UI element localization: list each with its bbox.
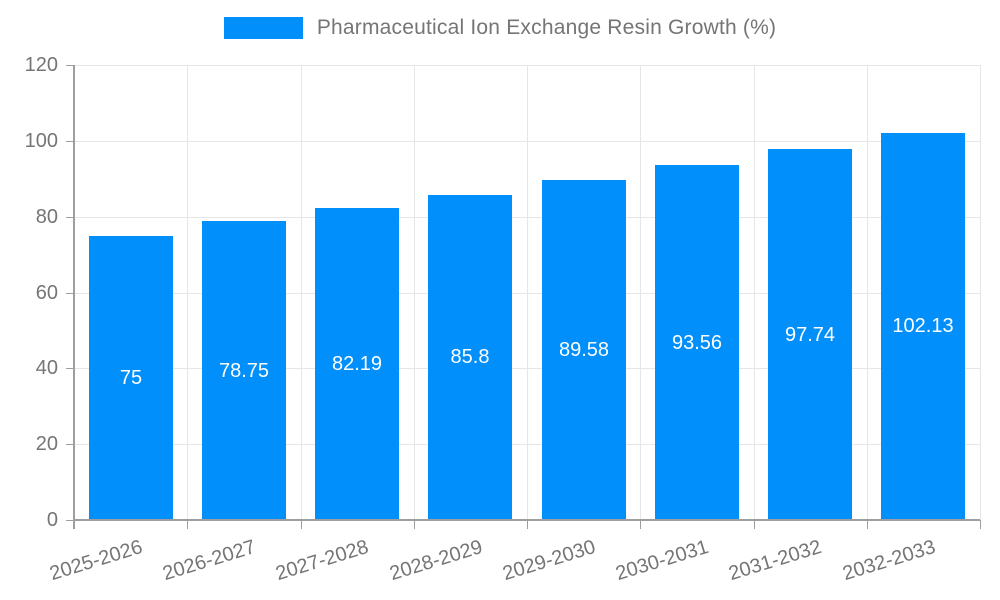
legend-swatch (223, 17, 303, 39)
x-tick-label: 2027-2028 (273, 536, 372, 586)
y-tick-label: 20 (35, 433, 58, 456)
legend-label: Pharmaceutical Ion Exchange Resin Growth… (316, 16, 777, 39)
v-gridline (866, 65, 868, 520)
v-gridline (640, 65, 642, 520)
x-tick-label: 2029-2030 (500, 536, 599, 586)
y-axis-tick (66, 444, 74, 446)
bar[interactable] (202, 221, 286, 520)
y-axis-tick (66, 216, 74, 218)
bar[interactable] (89, 236, 173, 520)
x-tick-label: 2025-2026 (47, 536, 146, 586)
y-tick-label: 40 (35, 357, 58, 380)
x-axis-tick (300, 520, 302, 529)
y-axis-tick (66, 65, 74, 66)
y-tick-label: 120 (24, 54, 58, 76)
v-gridline (413, 65, 415, 520)
x-axis-tick (187, 520, 189, 529)
x-axis-tick (980, 520, 981, 529)
y-tick-label: 80 (35, 205, 58, 228)
bar-value-label: 78.75 (218, 360, 270, 382)
v-gridline (300, 65, 302, 520)
y-axis-tick (66, 368, 74, 370)
bar-value-label: 89.58 (558, 339, 610, 361)
legend-item[interactable]: Pharmaceutical Ion Exchange Resin Growth… (223, 16, 777, 40)
bar-value-label: 85.8 (450, 346, 490, 368)
plot-area (74, 65, 981, 520)
chart-legend: Pharmaceutical Ion Exchange Resin Growth… (0, 16, 1000, 40)
x-axis-tick (640, 520, 642, 529)
x-axis-line (74, 519, 980, 521)
x-axis-tick (753, 520, 755, 529)
y-tick-label: 60 (35, 281, 58, 304)
bar-value-label: 102.13 (892, 315, 954, 337)
y-axis-tick (66, 140, 74, 142)
x-tick-label: 2032-2033 (839, 536, 938, 586)
x-tick-label: 2028-2029 (386, 536, 485, 586)
y-tick-label: 0 (46, 509, 58, 531)
v-gridline (753, 65, 755, 520)
y-axis-line (73, 65, 75, 529)
x-axis-tick (413, 520, 415, 529)
bar-value-label: 93.56 (671, 332, 723, 354)
v-gridline (527, 65, 528, 520)
bar-value-label: 82.19 (331, 353, 383, 375)
bar[interactable] (881, 133, 965, 520)
bar[interactable] (315, 208, 399, 520)
bar-value-label: 75 (119, 367, 143, 389)
v-gridline (187, 65, 189, 520)
y-axis-tick (66, 520, 74, 521)
v-gridline (980, 65, 981, 520)
x-axis-tick (527, 520, 528, 529)
y-tick-label: 100 (24, 129, 58, 152)
x-tick-label: 2031-2032 (726, 536, 825, 586)
x-axis-tick (866, 520, 868, 529)
y-axis-tick (66, 292, 74, 294)
bar[interactable] (768, 149, 852, 520)
bar[interactable] (542, 180, 626, 520)
bar[interactable] (655, 165, 739, 520)
bar-value-label: 97.74 (784, 324, 836, 346)
x-tick-label: 2030-2031 (613, 536, 712, 586)
bar[interactable] (428, 195, 512, 520)
x-tick-label: 2026-2027 (160, 536, 259, 586)
